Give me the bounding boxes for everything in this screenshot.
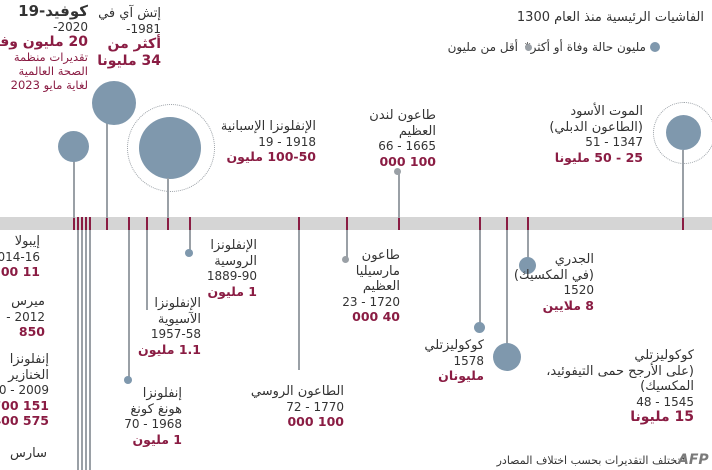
legend-small-label: أقل من مليون: [447, 40, 518, 54]
timeline-tick: [298, 217, 300, 230]
covid-stem: [73, 148, 75, 218]
spanish-flu-stem: [167, 178, 169, 218]
asian-flu-stem: [146, 230, 148, 310]
hiv-label: إتش آي في 1981- أكثر من 34 مليونا: [97, 6, 161, 69]
legend-large-circle: [650, 42, 660, 52]
footnote: *تختلف التقديرات بحسب اختلاف المصادر: [496, 454, 686, 467]
timeline-tick: [527, 217, 529, 230]
london-plague-label: طاعون لندن العظيم 1665 - 66 100 000: [369, 108, 436, 169]
cocoliztli-1578-label: كوكوليزتلي 1578 مليونان: [424, 338, 484, 383]
sars-label: سارس: [9, 446, 47, 461]
cocoliztli-1578-circle: [474, 322, 485, 333]
timeline-tick: [506, 217, 508, 230]
timeline-tick: [682, 217, 684, 230]
spanish-flu-circle: [139, 117, 201, 179]
spanish-flu-label: الإنفلونزا الإسبانية 1918 - 19 100-50 مل…: [220, 119, 316, 164]
mers-stem: [85, 230, 87, 470]
sars-stem: [77, 230, 79, 470]
black-death-label: الموت الأسود (الطاعون الدبلي) 1347 - 51 …: [549, 104, 643, 165]
covid-label: كوفيد-19 2020- 20 مليون وفاة تقديرات منظ…: [0, 2, 88, 92]
marseille-plague-stem: [346, 230, 348, 260]
russian-flu-stem: [189, 230, 191, 252]
timeline-tick: [167, 217, 169, 230]
timeline-tick: [479, 217, 481, 230]
cocoliztli-1578-stem: [479, 230, 481, 326]
legend-small-dot: [525, 44, 532, 51]
timeline-tick: [189, 217, 191, 230]
ebola-label: إيبولا 2014-16 11 300: [0, 234, 40, 279]
legend-large-label: مليون حالة وفاة أو أكثر*: [524, 40, 646, 54]
timeline-tick: [398, 217, 400, 230]
timeline-tick: [346, 217, 348, 230]
swine-flu-label: إنفلونزا الخنازير 2009 - 10 151 700 - 57…: [0, 352, 49, 428]
marseille-plague-dot: [342, 256, 349, 263]
mers-label: ميرس 2012 - 850: [6, 294, 45, 339]
cocoliztli-1545-stem: [506, 230, 508, 348]
russian-plague-label: الطاعون الروسي 1770 - 72 100 000: [250, 384, 344, 429]
marseille-plague-label: طاعون مارسيليا العظيم 1720 - 23 40 000: [342, 248, 400, 325]
ebola-stem: [89, 230, 91, 470]
smallpox-label: الجدري (في المكسيك) 1520 8 ملايين: [513, 252, 594, 313]
smallpox-stem: [527, 230, 529, 260]
timeline-tick: [81, 217, 83, 230]
london-plague-dot: [394, 168, 401, 175]
chart-subtitle: الفاشيات الرئيسية منذ العام 1300: [516, 10, 704, 25]
swine-flu-stem: [81, 230, 83, 470]
hong-kong-flu-label: إنفلونزا هونغ كونغ 1968 - 70 1 مليون: [124, 386, 182, 447]
covid-circle: [58, 131, 89, 162]
timeline-tick: [85, 217, 87, 230]
russian-flu-label: الإنفلونزا الروسية 1889-90 1 مليون: [206, 238, 257, 299]
timeline-bar: [0, 217, 712, 230]
cocoliztli-1545-label: كوكوليزتلي (على الأرجح حمى التيفوئيد، ال…: [546, 348, 694, 426]
hong-kong-flu-circle: [124, 376, 132, 384]
hong-kong-flu-stem: [128, 230, 130, 380]
cocoliztli-1545-circle: [493, 343, 521, 371]
spanish-flu-ring: [127, 104, 215, 192]
timeline-tick: [73, 217, 75, 230]
smallpox-circle: [519, 257, 536, 274]
black-death-stem: [682, 150, 684, 218]
timeline-tick: [128, 217, 130, 230]
hiv-circle: [92, 81, 136, 125]
timeline-tick: [146, 217, 148, 230]
russian-flu-circle: [185, 249, 193, 257]
black-death-circle: [666, 115, 701, 150]
afp-logo: AFP: [678, 452, 709, 468]
timeline-tick: [77, 217, 79, 230]
asian-flu-label: الإنفلونزا الآسيوية 1957-58 1.1 مليون: [138, 296, 201, 357]
russian-plague-stem: [298, 230, 300, 370]
london-plague-stem: [398, 174, 400, 218]
timeline-tick: [89, 217, 91, 230]
timeline-tick: [106, 217, 108, 230]
hiv-stem: [106, 105, 108, 218]
